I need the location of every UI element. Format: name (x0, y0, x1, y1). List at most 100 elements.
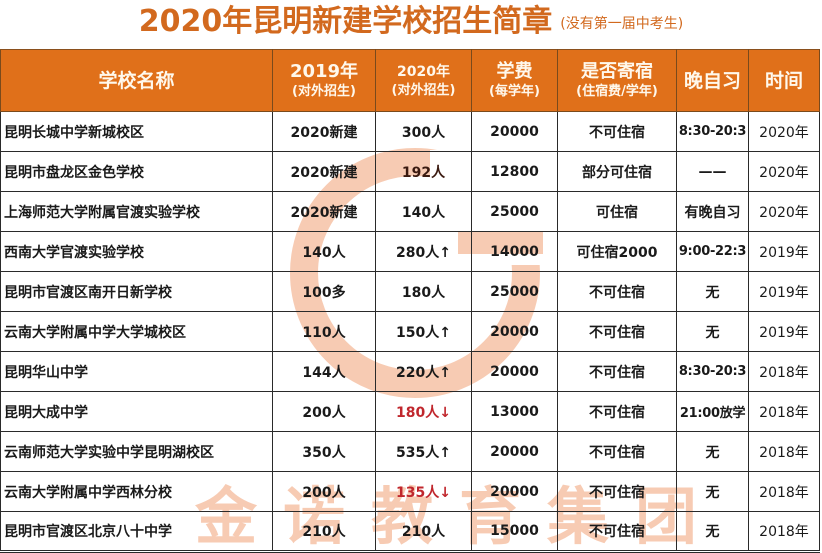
tuition-cell: 20000 (471, 431, 558, 472)
year-cell: 2018年 (748, 471, 820, 512)
tuition-cell: 14000 (471, 231, 558, 272)
boarding-cell: 可住宿 (557, 191, 677, 232)
boarding-cell: 不可住宿 (557, 111, 677, 152)
year-cell: 2019年 (748, 231, 820, 272)
col-header-school-name: 学校名称 (0, 49, 273, 112)
page-title-bar: 2020年昆明新建学校招生简章 (没有第一届中考生) (0, 0, 822, 48)
table-row: 云南师范大学实验中学昆明湖校区 350人 535人↑ 20000 不可住宿无 2018年 (0, 431, 820, 472)
evening-study-cell: —— (676, 151, 749, 192)
enrollment-2020-cell: 180人 (375, 271, 472, 312)
col-header-boarding: 是否寄宿 (住宿费/学年) (557, 49, 677, 112)
enrollment-2019-cell: 110人 (272, 311, 376, 352)
table-row: 昆明长城中学新城校区 2020新建 300人 20000 不可住宿 8:30-20:3 20… (0, 111, 820, 152)
school-name-cell: 云南大学附属中学西林分校 (0, 471, 273, 512)
school-name-cell: 昆明市盘龙区金色学校 (0, 151, 273, 192)
enrollment-2019-cell: 210人 (272, 511, 376, 553)
school-name-cell: 云南师范大学实验中学昆明湖校区 (0, 431, 273, 472)
year-cell: 2019年 (748, 311, 820, 352)
boarding-cell: 不可住宿 (557, 511, 677, 553)
school-name-cell: 西南大学官渡实验学校 (0, 231, 273, 272)
year-cell: 2018年 (748, 391, 820, 432)
col-header-2020-enrollment: 2020年 (对外招生) (375, 49, 472, 112)
enrollment-2019-cell: 2020新建 (272, 151, 376, 192)
col-header-year: 时间 (748, 49, 820, 112)
enrollment-2020-cell: 140人 (375, 191, 472, 232)
evening-study-cell: 无 (676, 471, 749, 512)
table-header-row: 学校名称 2019年 (对外招生) 2020年 (对外招生) 学费 (每学年) 是否寄… (0, 49, 820, 112)
evening-study-cell: 无 (676, 431, 749, 472)
evening-study-cell: 8:30-20:3 (676, 111, 749, 152)
enrollment-2020-cell: 192人 (375, 151, 472, 192)
tuition-cell: 15000 (471, 511, 558, 553)
page-subtitle: (没有第一届中考生) (560, 16, 684, 32)
school-name-cell: 上海师范大学附属官渡实验学校 (0, 191, 273, 232)
tuition-cell: 20000 (471, 111, 558, 152)
col-header-2019-enrollment: 2019年 (对外招生) (272, 49, 376, 112)
admissions-table: 学校名称 2019年 (对外招生) 2020年 (对外招生) 学费 (每学年) 是否寄… (0, 49, 820, 553)
boarding-cell: 不可住宿 (557, 471, 677, 512)
year-cell: 2020年 (748, 191, 820, 232)
table-row: 昆明大成中学 200人 180人↓ 13000 不可住宿 21:00放学 2018年 (0, 391, 820, 432)
tuition-cell: 12800 (471, 151, 558, 192)
school-name-cell: 云南大学附属中学大学城校区 (0, 311, 273, 352)
boarding-cell: 不可住宿 (557, 351, 677, 392)
table-row: 云南大学附属中学大学城校区 110人 150人↑ 20000 不可住宿无 2019年 (0, 311, 820, 352)
table-row: 上海师范大学附属官渡实验学校 2020新建 140人 25000 可住宿 有晚自习 2020… (0, 191, 820, 232)
enrollment-2020-cell: 180人↓ (375, 391, 472, 432)
tuition-cell: 20000 (471, 311, 558, 352)
evening-study-cell: 有晚自习 (676, 191, 749, 232)
boarding-cell: 部分可住宿 (557, 151, 677, 192)
school-name-cell: 昆明市官渡区北京八十中学 (0, 511, 273, 553)
enrollment-2020-cell: 150人↑ (375, 311, 472, 352)
col-header-tuition: 学费 (每学年) (471, 49, 558, 112)
table-row: 西南大学官渡实验学校 140人 280人↑ 14000 可住宿2000 9:00-22:3… (0, 231, 820, 272)
tuition-cell: 20000 (471, 351, 558, 392)
year-cell: 2018年 (748, 431, 820, 472)
boarding-cell: 不可住宿 (557, 271, 677, 312)
boarding-cell: 可住宿2000 (557, 231, 677, 272)
enrollment-2020-cell: 280人↑ (375, 231, 472, 272)
table-row: 昆明市盘龙区金色学校 2020新建 192人 12800 部分可住宿 —— 2020年 (0, 151, 820, 192)
table-row: 云南大学附属中学西林分校 200人 135人↓ 20000 不可住宿无 2018年 (0, 471, 820, 512)
school-name-cell: 昆明长城中学新城校区 (0, 111, 273, 152)
boarding-cell: 不可住宿 (557, 431, 677, 472)
enrollment-2020-cell: 210人 (375, 511, 472, 553)
school-name-cell: 昆明华山中学 (0, 351, 273, 392)
enrollment-2020-cell: 300人 (375, 111, 472, 152)
evening-study-cell: 无 (676, 511, 749, 553)
page-title: 2020年昆明新建学校招生简章 (138, 4, 553, 39)
year-cell: 2018年 (748, 511, 820, 553)
tuition-cell: 25000 (471, 191, 558, 232)
table-row: 昆明市官渡区南开日新学校 100多 180人 25000 不可住宿无 2019年 (0, 271, 820, 312)
year-cell: 2020年 (748, 151, 820, 192)
school-name-cell: 昆明市官渡区南开日新学校 (0, 271, 273, 312)
tuition-cell: 13000 (471, 391, 558, 432)
enrollment-2019-cell: 200人 (272, 391, 376, 432)
col-header-evening-study: 晚自习 (676, 49, 749, 112)
enrollment-2019-cell: 2020新建 (272, 111, 376, 152)
table-row: 昆明市官渡区北京八十中学 210人 210人 15000 不可住宿无 2018年 (0, 511, 820, 553)
school-name-cell: 昆明大成中学 (0, 391, 273, 432)
year-cell: 2020年 (748, 111, 820, 152)
evening-study-cell: 9:00-22:3 (676, 231, 749, 272)
enrollment-2019-cell: 100多 (272, 271, 376, 312)
enrollment-2019-cell: 200人 (272, 471, 376, 512)
table-row: 昆明华山中学 144人 220人↑ 20000 不可住宿 8:30-20:3 2018年 (0, 351, 820, 392)
enrollment-2020-cell: 220人↑ (375, 351, 472, 392)
boarding-cell: 不可住宿 (557, 391, 677, 432)
enrollment-2020-cell: 535人↑ (375, 431, 472, 472)
year-cell: 2019年 (748, 271, 820, 312)
enrollment-2019-cell: 140人 (272, 231, 376, 272)
evening-study-cell: 无 (676, 271, 749, 312)
tuition-cell: 25000 (471, 271, 558, 312)
tuition-cell: 20000 (471, 471, 558, 512)
year-cell: 2018年 (748, 351, 820, 392)
enrollment-2019-cell: 350人 (272, 431, 376, 472)
enrollment-2019-cell: 144人 (272, 351, 376, 392)
evening-study-cell: 21:00放学 (676, 391, 749, 432)
enrollment-2020-cell: 135人↓ (375, 471, 472, 512)
evening-study-cell: 8:30-20:3 (676, 351, 749, 392)
evening-study-cell: 无 (676, 311, 749, 352)
enrollment-2019-cell: 2020新建 (272, 191, 376, 232)
boarding-cell: 不可住宿 (557, 311, 677, 352)
